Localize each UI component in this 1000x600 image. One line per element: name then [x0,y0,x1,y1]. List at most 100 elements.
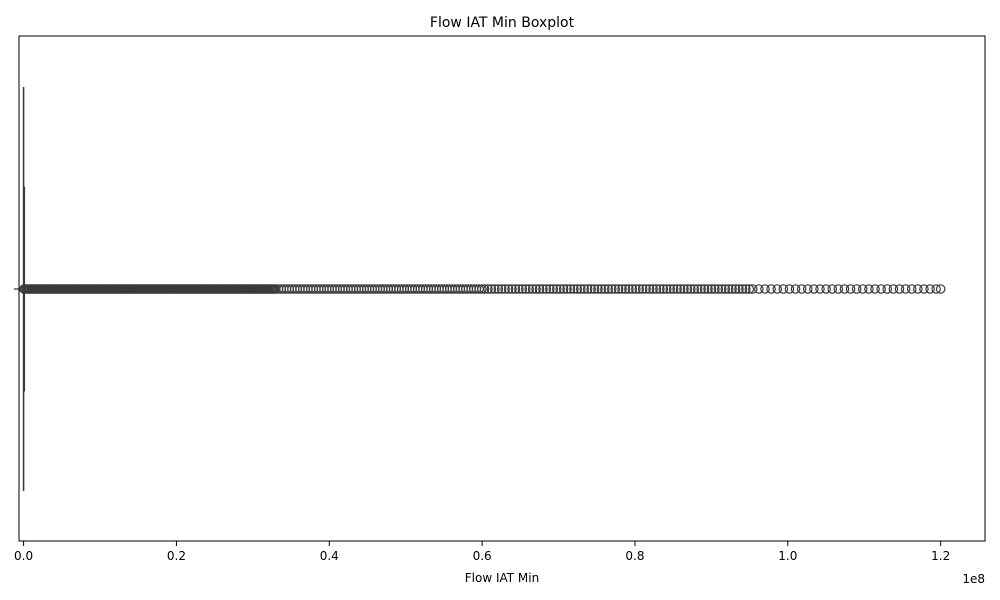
outlier-point [870,284,880,294]
outlier-point [747,284,758,294]
outlier-point [541,284,552,294]
outlier-point [723,284,734,294]
outlier-point [730,284,741,294]
outlier-point [919,284,929,294]
outlier-point [741,284,751,294]
x-tick-label: 0.8 [625,549,644,563]
outlier-point [720,284,731,294]
outlier-point [562,284,572,294]
outlier-point [634,284,645,294]
outlier-point [675,284,686,294]
outlier-point [538,284,548,294]
outlier-point [925,284,935,294]
outlier-points [19,284,946,294]
outlier-point [744,284,755,294]
outlier-point [586,284,596,294]
outlier-point [679,284,689,294]
x-axis-label: Flow IAT Min [465,571,539,585]
x-axis-ticks: 0.0 0.2 0.4 0.6 0.8 1.0 1.2 [14,541,950,563]
outlier-point [603,284,614,294]
outlier-point [575,284,586,294]
outlier-point [651,284,662,294]
outlier-point [524,284,535,294]
outlier-point [548,284,559,294]
outlier-point [637,284,648,294]
outlier-point [772,284,783,294]
outlier-point [699,284,710,294]
outlier-point [703,284,713,294]
outlier-point [661,284,672,294]
outlier-point [555,284,565,294]
outlier-point [631,284,641,294]
outlier-point [520,284,531,294]
x-tick-label: 0.4 [320,549,339,563]
outlier-point [582,284,593,294]
outlier-point [658,284,669,294]
outlier-point [906,284,917,294]
outlier-point [682,284,693,294]
outlier-point [734,284,744,294]
outlier-point [827,284,838,294]
outlier-point [686,284,696,294]
outlier-point [610,284,620,294]
outlier-point [534,284,545,294]
outlier-point [900,284,911,294]
outlier-point [600,284,610,294]
outlier-point [500,284,510,294]
outlier-point [851,284,862,294]
outlier-point [913,284,923,294]
outlier-point [655,284,665,294]
outlier-point [876,284,886,294]
outlier-point [565,284,576,294]
outlier-point [672,284,682,294]
outlier-point [754,284,764,294]
outlier-point [507,284,517,294]
outlier-point [558,284,569,294]
outlier-point [593,284,603,294]
outlier-point [641,284,651,294]
outlier-point [493,284,504,294]
outlier-point [790,284,801,294]
outlier-point [551,284,562,294]
outlier-point [596,284,607,294]
outlier-point [606,284,617,294]
x-tick-label: 1.0 [778,549,797,563]
outlier-point [490,284,500,294]
outlier-point [572,284,583,294]
x-axis-scale-multiplier: 1e8 [962,572,985,586]
outlier-point [857,284,868,294]
outlier-point [706,284,717,294]
x-tick-label: 0.2 [167,549,186,563]
outlier-point [710,284,720,294]
outlier-point [882,284,893,294]
outlier-point [784,284,795,294]
outlier-point [517,284,528,294]
outlier-point [802,284,813,294]
outlier-point [713,284,724,294]
outlier-point [531,284,541,294]
outlier-point [644,284,655,294]
outlier-point [716,284,727,294]
outlier-point [617,284,627,294]
outlier-point [486,284,497,294]
outlier-point [514,284,524,294]
outlier-point [665,284,676,294]
outlier-point [527,284,538,294]
outlier-point [796,284,807,294]
outlier-point [569,284,579,294]
outlier-point [479,284,490,294]
outlier-point [483,284,493,294]
outlier-point [624,284,634,294]
outlier-point [668,284,679,294]
outlier-point [579,284,590,294]
outlier-point [648,284,658,294]
outlier-point [931,284,941,294]
outlier-point [815,284,825,294]
outlier-point [833,284,844,294]
outlier-point [589,284,600,294]
outlier-point [696,284,706,294]
outlier-point [821,284,831,294]
outlier-point [845,284,856,294]
